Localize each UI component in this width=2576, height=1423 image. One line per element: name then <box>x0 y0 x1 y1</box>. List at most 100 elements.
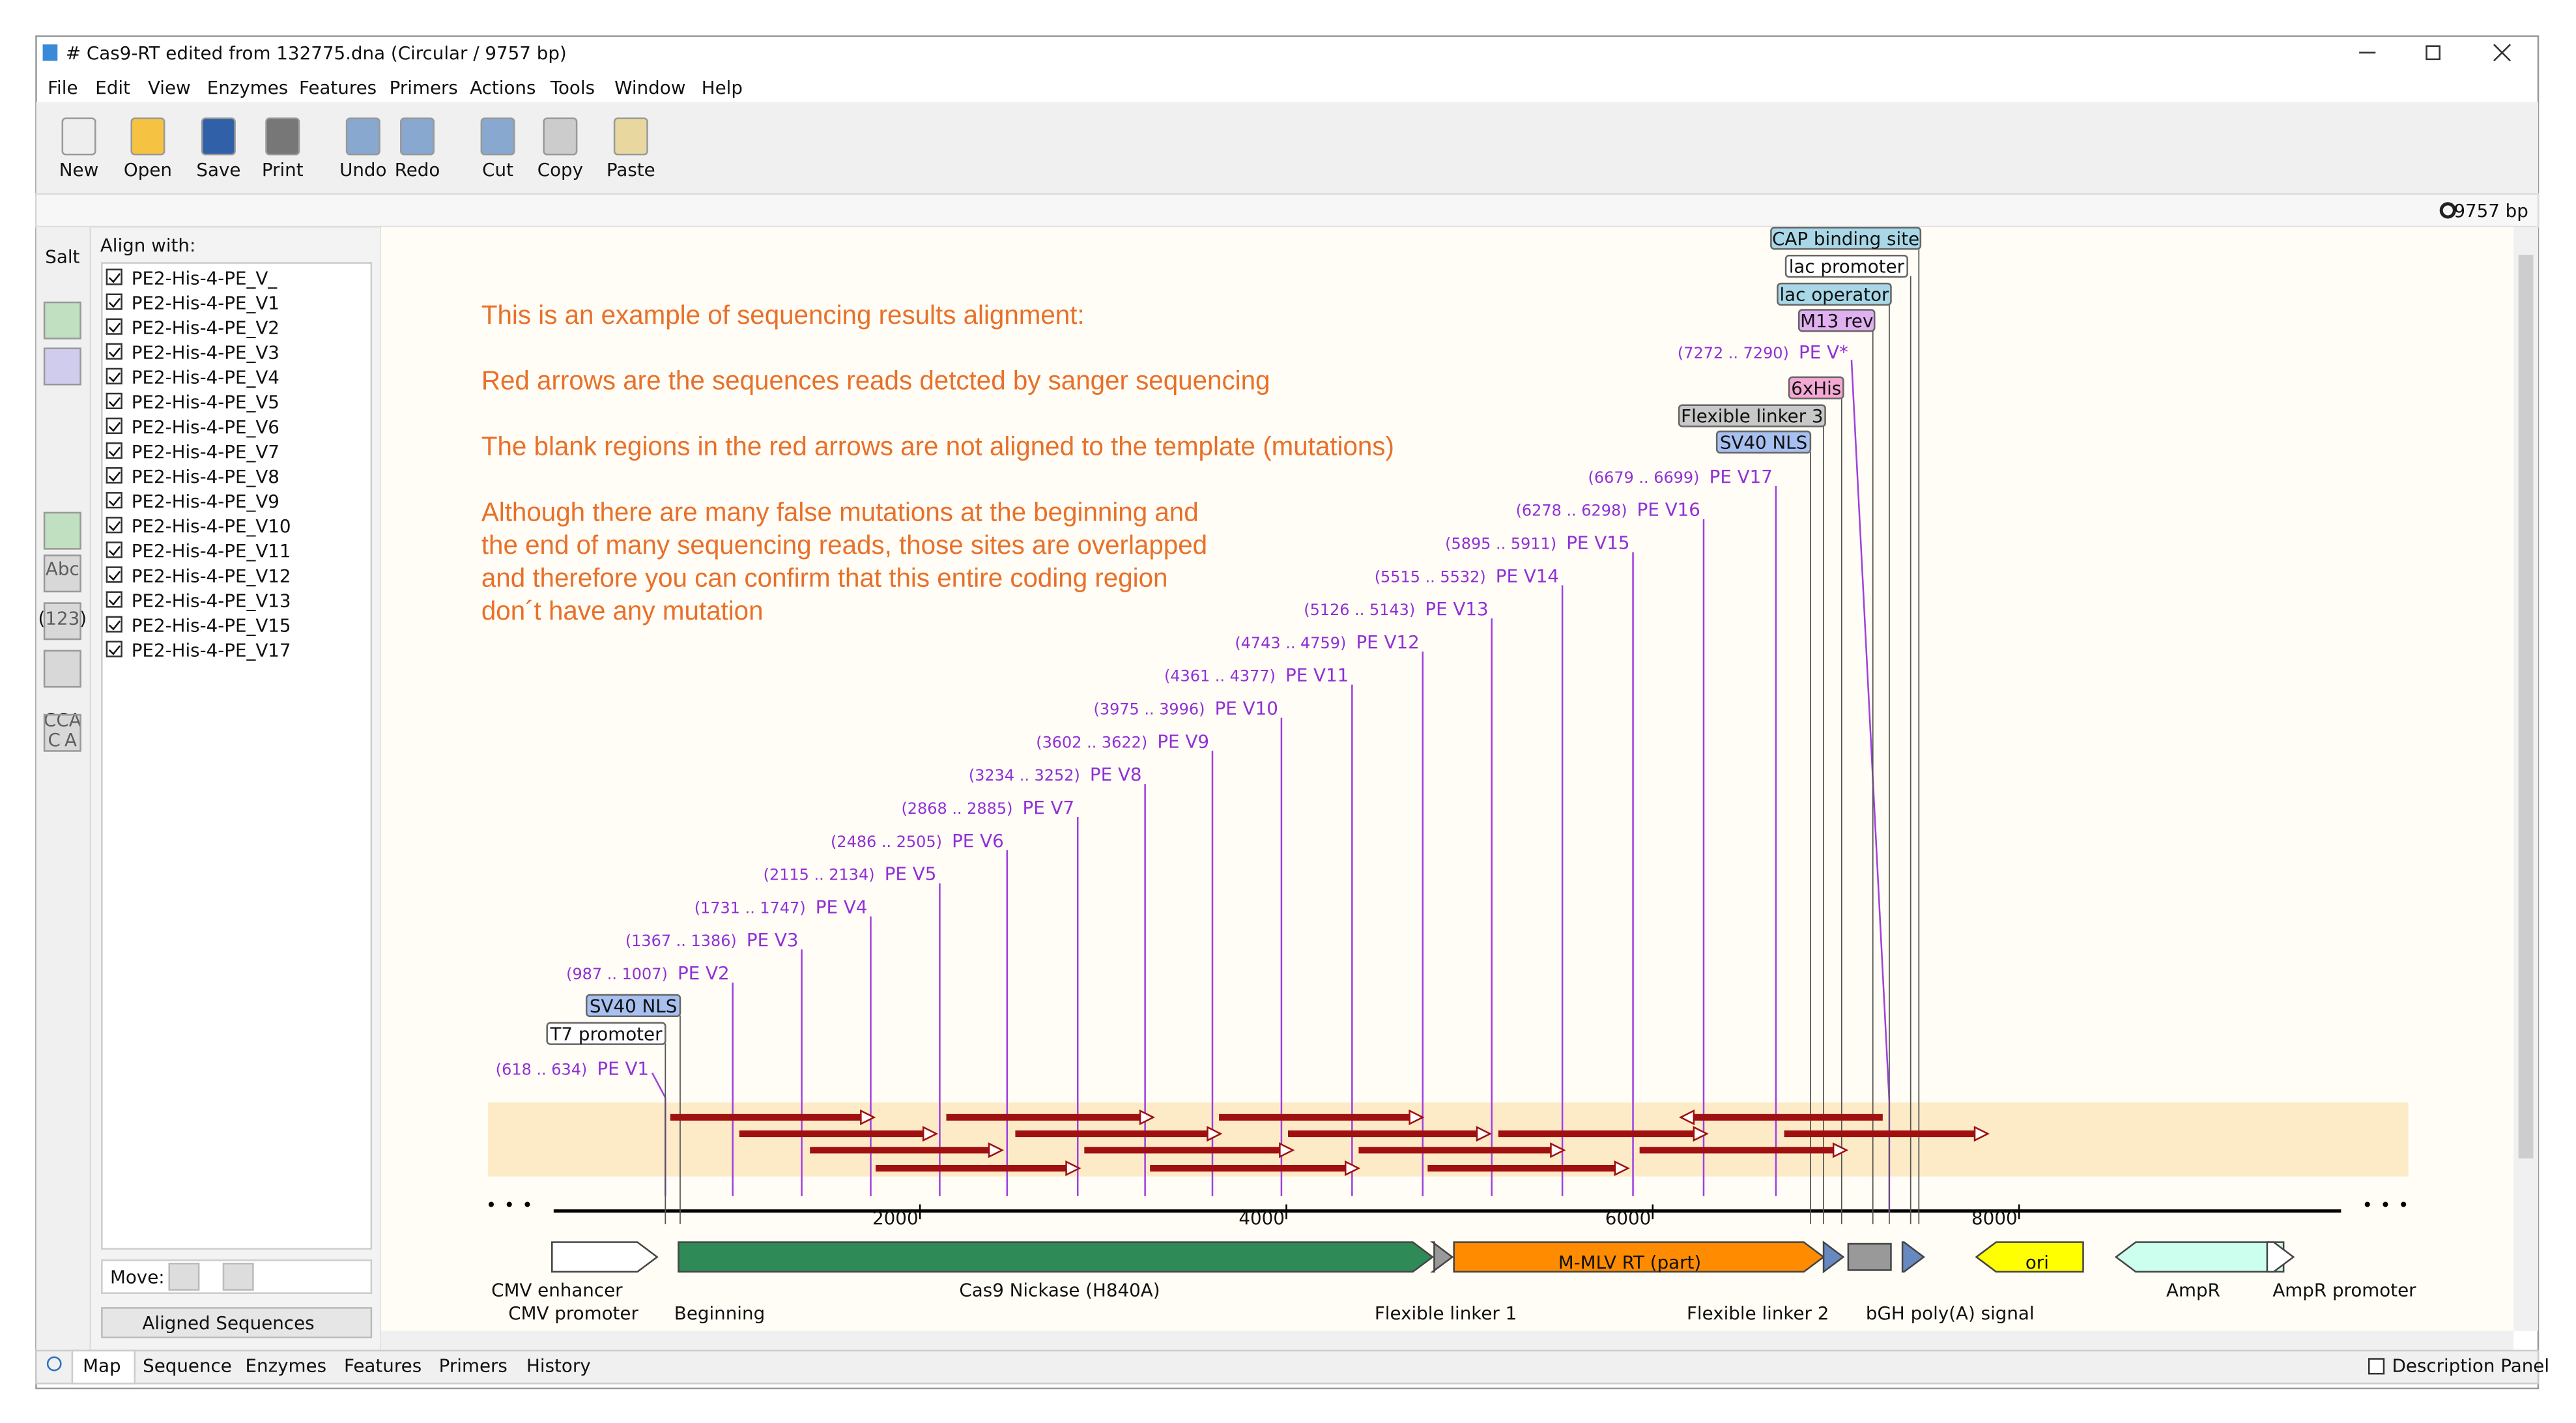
toolbar-icon[interactable] <box>400 117 435 156</box>
toolbar-label[interactable]: Open <box>124 159 172 180</box>
checkbox[interactable] <box>106 417 122 435</box>
align-item[interactable]: PE2-His-4-PE_V11 <box>132 540 291 562</box>
status-bar <box>35 193 2540 228</box>
checkbox[interactable] <box>106 492 122 509</box>
toolbar-label[interactable]: Print <box>262 159 304 180</box>
toolbar-icon[interactable] <box>130 117 165 156</box>
tool-button[interactable] <box>43 713 81 752</box>
menu-item[interactable]: Primers <box>390 77 458 98</box>
menu-item[interactable]: Tools <box>550 77 595 98</box>
note: This is an example of sequencing results… <box>481 300 1085 330</box>
checkbox[interactable] <box>106 318 122 335</box>
align-item[interactable]: PE2-His-4-PE_V12 <box>132 565 291 586</box>
toolbar-label[interactable]: Save <box>196 159 240 180</box>
tab[interactable]: Features <box>344 1355 422 1377</box>
toolbar-icon[interactable] <box>345 117 380 156</box>
toolbar-label[interactable]: Copy <box>537 159 583 180</box>
checkbox[interactable] <box>106 442 122 459</box>
menu-item[interactable]: Edit <box>95 77 130 98</box>
align-item[interactable]: PE2-His-4-PE_V13 <box>132 590 291 611</box>
menu-item[interactable]: File <box>48 77 78 98</box>
checkbox[interactable] <box>106 616 122 633</box>
align-item[interactable]: PE2-His-4-PE_V1 <box>132 292 279 313</box>
checkbox[interactable] <box>106 392 122 410</box>
menu-item[interactable]: Enzymes <box>207 77 289 98</box>
tab[interactable]: Enzymes <box>245 1355 326 1377</box>
checkbox[interactable] <box>2368 1358 2385 1375</box>
primer-label: (4361 .. 4377) PE V11 <box>1164 665 1349 686</box>
read <box>1498 1130 1694 1138</box>
toolbar-label[interactable]: New <box>59 159 98 180</box>
toolbar-icon[interactable] <box>265 117 300 156</box>
toolbar-label[interactable]: Cut <box>482 159 513 180</box>
menu-item[interactable]: View <box>148 77 191 98</box>
read <box>739 1130 924 1138</box>
read <box>1639 1147 1834 1154</box>
menu-item[interactable]: Window <box>614 77 685 98</box>
checkbox[interactable] <box>106 268 122 285</box>
toolbar-icon[interactable] <box>480 117 515 156</box>
scroll-thumb[interactable] <box>2518 254 2534 1158</box>
align-item[interactable]: PE2-His-4-PE_V5 <box>132 392 279 413</box>
search-icon <box>46 1356 62 1372</box>
tool-button[interactable] <box>43 347 81 386</box>
toolbar-label[interactable]: Undo <box>339 159 386 180</box>
toolbar-icon[interactable] <box>201 117 236 156</box>
checkbox[interactable] <box>106 367 122 384</box>
tool-label[interactable]: C <box>48 729 61 751</box>
menu-item[interactable]: Help <box>702 77 743 98</box>
h-scrollbar[interactable] <box>381 1330 2514 1351</box>
checkbox[interactable] <box>106 467 122 484</box>
checkbox[interactable] <box>106 566 122 583</box>
tool-button[interactable] <box>43 602 81 640</box>
tool-label[interactable]: Salt <box>45 246 79 268</box>
align-item[interactable]: PE2-His-4-PE_V4 <box>132 367 279 388</box>
tab[interactable]: History <box>526 1355 591 1377</box>
checkbox[interactable] <box>106 517 122 534</box>
align-item[interactable]: PE2-His-4-PE_V15 <box>132 614 291 636</box>
toolbar-label[interactable]: Paste <box>607 159 655 180</box>
primer-range: (3234 .. 3252) <box>969 766 1080 784</box>
move-down[interactable] <box>222 1263 254 1291</box>
description-panel[interactable]: Description Panel <box>2392 1355 2549 1377</box>
move-up[interactable] <box>168 1263 200 1291</box>
align-item[interactable]: PE2-His-4-PE_V2 <box>132 317 279 339</box>
tool-label[interactable]: (123) <box>38 607 87 629</box>
align-item[interactable]: PE2-His-4-PE_V7 <box>132 441 279 463</box>
checkbox[interactable] <box>106 640 122 657</box>
align-item[interactable]: PE2-His-4-PE_V8 <box>132 466 279 487</box>
tool-button[interactable] <box>43 554 81 593</box>
checkbox[interactable] <box>106 293 122 310</box>
tool-label[interactable]: Abc <box>46 558 79 580</box>
align-item[interactable]: PE2-His-4-PE_V17 <box>132 640 291 661</box>
tab[interactable]: Primers <box>439 1355 508 1377</box>
menu-item[interactable]: Features <box>299 77 377 98</box>
feature-label: Flexible linker 1 <box>1375 1302 1517 1324</box>
aligned-dropdown[interactable] <box>101 1307 373 1339</box>
menu-item[interactable]: Actions <box>470 77 536 98</box>
align-item[interactable]: PE2-His-4-PE_V_ <box>132 267 278 289</box>
align-item[interactable]: PE2-His-4-PE_V9 <box>132 491 279 512</box>
toolbar-icon[interactable] <box>543 117 578 156</box>
tab[interactable]: Sequence <box>143 1355 232 1377</box>
checkbox[interactable] <box>106 591 122 608</box>
read-head <box>1973 1125 1990 1142</box>
toolbar-icon[interactable] <box>61 117 96 156</box>
align-item[interactable]: PE2-His-4-PE_V10 <box>132 515 291 537</box>
checkbox[interactable] <box>106 343 122 360</box>
active-tab[interactable] <box>71 1349 136 1385</box>
feature-tag <box>1777 282 1892 306</box>
tool-label[interactable]: CCA <box>44 710 81 731</box>
align-item[interactable]: PE2-His-4-PE_V6 <box>132 416 279 438</box>
checkbox[interactable] <box>106 541 122 558</box>
dropdown-label[interactable]: Aligned Sequences <box>142 1312 314 1334</box>
tool-button[interactable] <box>43 301 81 339</box>
toolbar-label[interactable]: Redo <box>395 159 440 180</box>
window-controls[interactable] <box>2359 44 2512 62</box>
tool-label[interactable]: A <box>64 729 77 751</box>
align-item[interactable]: PE2-His-4-PE_V3 <box>132 342 279 364</box>
toolbar-icon[interactable] <box>613 117 648 156</box>
tool-button[interactable] <box>43 650 81 688</box>
tool-button[interactable] <box>43 511 81 550</box>
tab[interactable]: Map <box>83 1355 121 1377</box>
